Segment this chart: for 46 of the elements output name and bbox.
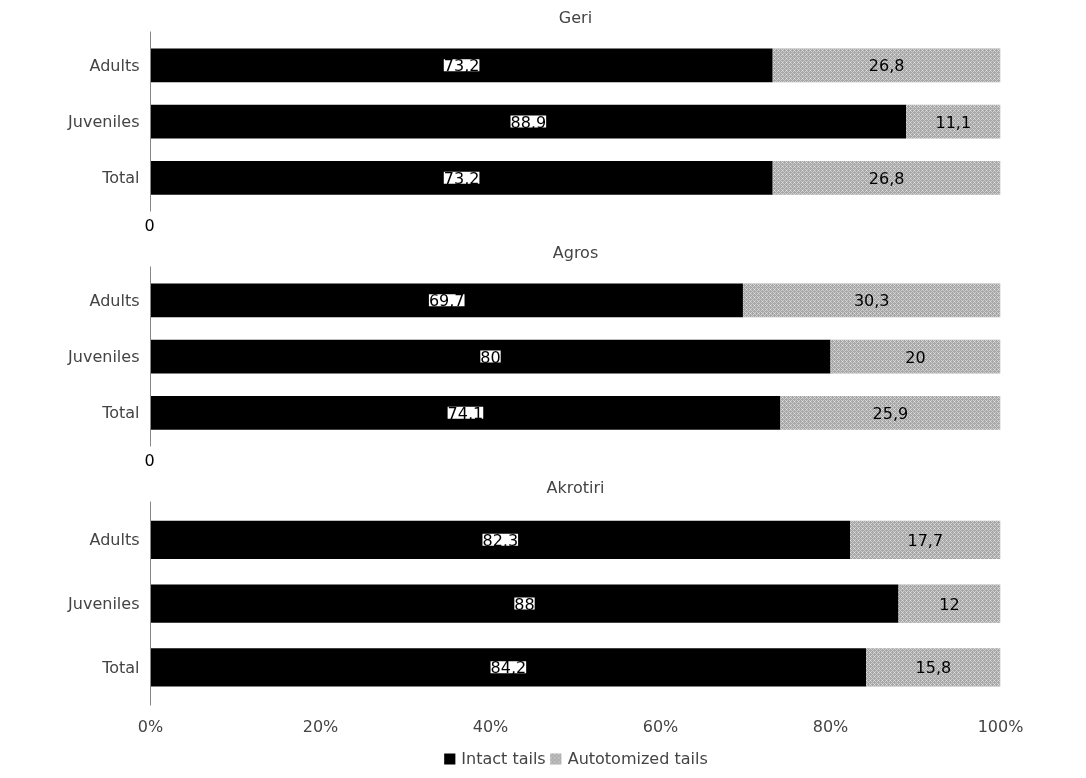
y-tick-label: Total — [101, 657, 140, 677]
y-tick-label: Total — [101, 403, 140, 423]
data-label: 15,8 — [915, 658, 952, 678]
data-label: 80 — [480, 347, 501, 367]
data-label: 82,3 — [482, 530, 519, 550]
data-label: 12 — [939, 594, 960, 614]
bar — [150, 339, 831, 374]
data-label: 69,7 — [428, 291, 465, 311]
x-tick-label: 80% — [812, 716, 849, 736]
x-tick-label: 100% — [977, 716, 1024, 736]
data-label: 17,7 — [907, 530, 944, 550]
y-tick-label: Total — [101, 168, 140, 188]
data-label: 73,2 — [443, 56, 480, 76]
legend-label: Intact tails — [461, 748, 546, 768]
data-label: 84,2 — [490, 658, 527, 678]
bar — [150, 395, 781, 430]
bar — [150, 520, 851, 559]
y-tick-label: Juveniles — [67, 112, 140, 131]
data-label: 25,9 — [872, 403, 909, 423]
data-label: 73,2 — [443, 168, 480, 188]
y-tick-label: Adults — [89, 290, 140, 310]
data-label: 26,8 — [868, 168, 905, 188]
chart-title: Geri — [558, 7, 593, 27]
y-tick-label: Juveniles — [67, 594, 140, 613]
bar — [150, 584, 899, 623]
data-label: 20 — [905, 347, 926, 367]
x-tick-label: 20% — [302, 716, 339, 736]
bar — [150, 648, 867, 687]
data-label: 30,3 — [853, 291, 890, 311]
y-tick-label: Juveniles — [67, 347, 140, 366]
y-tick-label: Adults — [89, 530, 140, 550]
x-tick-label: 40% — [472, 716, 509, 736]
data-label: 88,9 — [510, 112, 547, 132]
legend-label: Autotomized tails — [567, 748, 708, 768]
data-label: 88 — [514, 594, 535, 614]
bar — [150, 283, 743, 318]
data-label: 74,1 — [447, 403, 484, 423]
data-label: 11,1 — [935, 112, 972, 132]
chart-title: Akrotiri — [546, 477, 605, 497]
y-tick-label: Adults — [89, 55, 140, 75]
text: 0 — [144, 450, 155, 470]
chart-title: Agros — [552, 242, 599, 262]
text: 0 — [144, 215, 155, 235]
x-tick-label: 60% — [642, 716, 679, 736]
data-label: 26,8 — [868, 56, 905, 76]
x-tick-label: 0% — [137, 716, 164, 736]
